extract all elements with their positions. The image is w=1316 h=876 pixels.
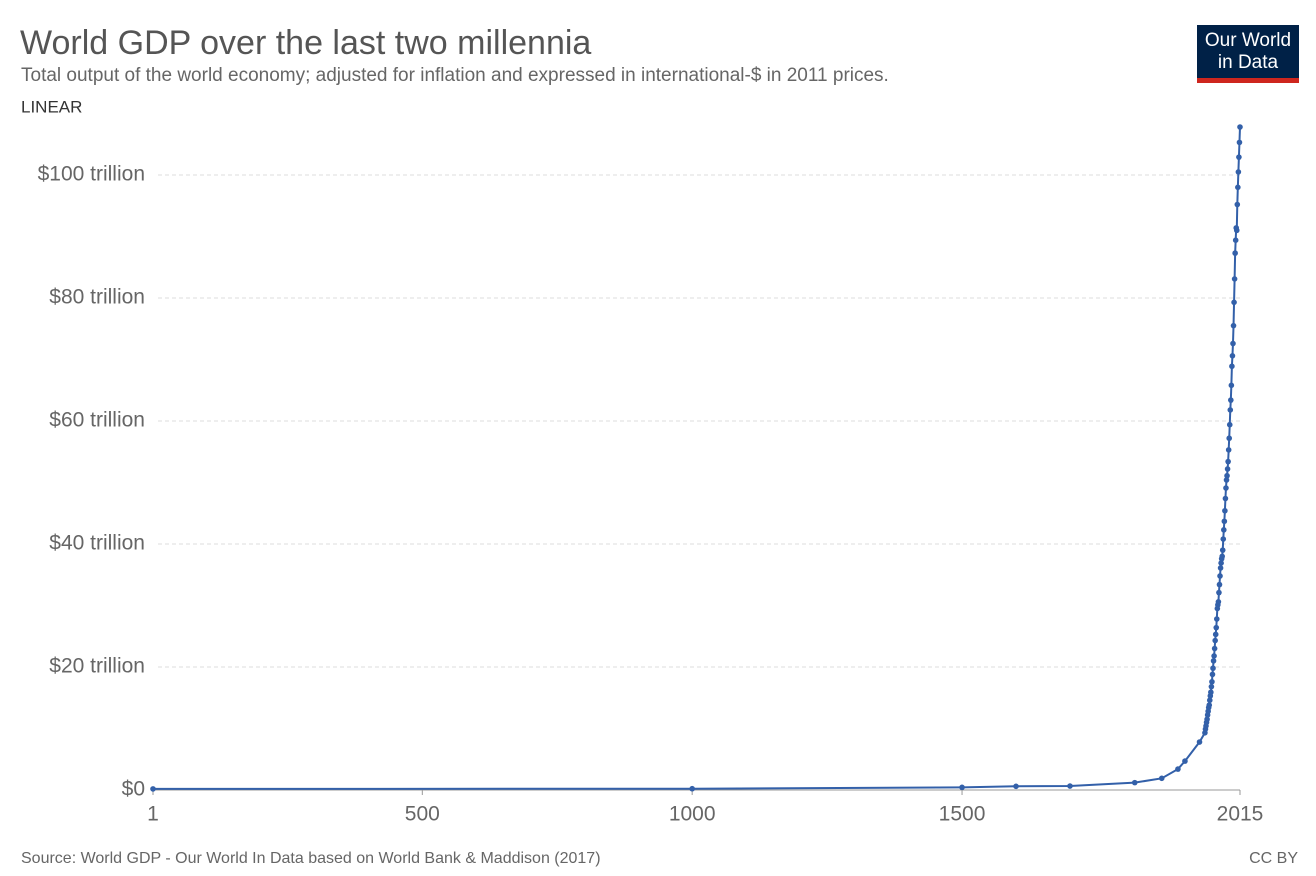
data-point [1222, 495, 1229, 502]
data-point [1231, 276, 1238, 282]
data-point [1213, 624, 1220, 631]
data-point [1196, 739, 1203, 745]
data-point [1209, 671, 1216, 678]
logo-box [1197, 25, 1299, 78]
data-point [1213, 616, 1220, 622]
data-point [1216, 581, 1223, 588]
logo: Our World in Data [1197, 25, 1299, 83]
data-point [959, 784, 965, 791]
data-point [1227, 407, 1234, 413]
x-tick-label: 1500 [939, 803, 986, 826]
data-point [1211, 653, 1217, 659]
data-point [1223, 485, 1229, 491]
data-point [1229, 363, 1235, 370]
y-tick-label: $20 trillion [49, 655, 145, 678]
data-point [1234, 201, 1241, 208]
x-tick-label: 1000 [669, 803, 716, 826]
data-point [1067, 783, 1073, 789]
x-tick-label: 500 [405, 803, 440, 826]
y-tick-label: $40 trillion [49, 532, 145, 555]
data-point [1236, 139, 1243, 146]
data-point [1182, 758, 1188, 764]
x-tick-label: 1 [147, 803, 159, 826]
data-point [1229, 353, 1236, 359]
data-point [1210, 665, 1216, 672]
data-point [1223, 477, 1230, 483]
data-point [1231, 299, 1237, 306]
data-point [150, 786, 156, 792]
data-point [1235, 184, 1241, 191]
data-point [1206, 697, 1213, 704]
logo-text: in Data [1218, 52, 1279, 73]
data-point [1204, 716, 1210, 723]
data-point [1217, 573, 1223, 579]
data-point [1212, 637, 1218, 644]
data-point [1225, 447, 1232, 453]
y-tick-label: $100 trillion [38, 163, 145, 186]
data-point [1210, 658, 1217, 664]
data-point [1220, 536, 1227, 542]
data-point [1221, 518, 1228, 525]
data-point [1232, 250, 1238, 256]
data-point [1219, 547, 1226, 553]
y-tick-label: $80 trillion [49, 286, 145, 309]
data-point [1217, 565, 1224, 571]
x-tick-label: 2015 [1217, 803, 1264, 826]
data-point [1013, 783, 1019, 790]
chart-title: World GDP over the last two millennia [20, 24, 591, 62]
data-point [1219, 553, 1225, 560]
chart-subtitle: Total output of the world economy; adjus… [21, 65, 889, 86]
source-note: Source: World GDP - Our World In Data ba… [21, 850, 601, 867]
data-point [689, 785, 695, 792]
data-point [1206, 702, 1213, 708]
data-point [1208, 683, 1215, 690]
data-point [1233, 227, 1240, 234]
data-point [1216, 589, 1222, 596]
data-point [1235, 169, 1242, 175]
data-point [1230, 322, 1237, 329]
data-point [1158, 775, 1165, 782]
data-point [1218, 560, 1224, 566]
data-point [1226, 435, 1233, 442]
data-point [1215, 599, 1222, 605]
data-line [152, 126, 1241, 790]
data-point [1228, 397, 1234, 403]
license: CC BY [1249, 850, 1298, 867]
data-point [1208, 689, 1214, 696]
data-point [1131, 779, 1138, 786]
data-point [1175, 766, 1181, 772]
data-point [1236, 154, 1242, 160]
data-point [1221, 527, 1227, 533]
data-point [1228, 382, 1235, 389]
y-tick-label: $0 [122, 778, 145, 801]
data-point [1222, 507, 1228, 514]
data-point [1209, 678, 1215, 685]
data-point [1224, 472, 1230, 479]
logo-bar [1197, 78, 1299, 83]
data-point [1232, 237, 1239, 243]
y-tick-label: $60 trillion [49, 409, 145, 432]
data-point [1212, 631, 1219, 638]
logo-text: Our World [1205, 30, 1291, 51]
data-point [1237, 124, 1243, 130]
data-point [1224, 466, 1231, 472]
data-point [1226, 421, 1233, 428]
data-point [1225, 458, 1231, 465]
data-point [1211, 645, 1218, 652]
data-point [1230, 340, 1236, 347]
scale-label: LINEAR [21, 97, 82, 116]
